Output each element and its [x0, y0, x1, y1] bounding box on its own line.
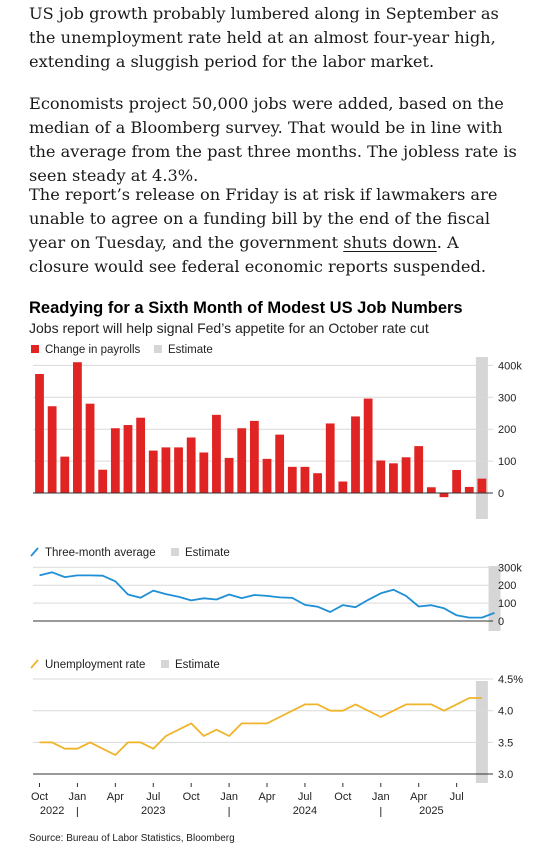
- payroll-bar: [376, 460, 386, 493]
- payroll-bar: [389, 463, 398, 493]
- article-paragraph-2: Economists project 50,000 jobs were adde…: [29, 94, 517, 185]
- x-tick-label: Jul: [146, 791, 160, 803]
- payroll-bar: [338, 481, 348, 493]
- payroll-bar: [123, 425, 133, 493]
- chart-title: Readying for a Sixth Month of Modest US …: [29, 299, 463, 317]
- payroll-bar: [47, 406, 57, 493]
- legend-swatch-estimate-1: [171, 548, 179, 556]
- y-tick-label: 300k: [498, 562, 522, 574]
- y-tick-label: 100: [498, 456, 516, 468]
- estimate-band: [475, 681, 488, 783]
- payroll-bar: [325, 423, 335, 493]
- y-tick-label: 300: [498, 392, 516, 404]
- payroll-bar: [287, 466, 297, 493]
- legend-label-line-1: Three-month average: [45, 547, 156, 559]
- payroll-bar: [73, 362, 82, 493]
- payroll-bar: [300, 466, 310, 493]
- article-paragraph-3: The report’s release on Friday is at ris…: [29, 183, 519, 279]
- x-tick-label: Oct: [31, 791, 48, 803]
- payroll-bar: [363, 398, 373, 493]
- source-note: Source: Bureau of Labor Statistics, Bloo…: [29, 833, 235, 844]
- year-label: 2023: [141, 805, 165, 817]
- payroll-bar: [237, 428, 247, 493]
- article-paragraph-3-start: The report’s release on Friday is at ris…: [29, 185, 498, 252]
- legend-label-estimate-1: Estimate: [185, 547, 230, 559]
- chart-subtitle: Jobs report will help signal Fed’s appet…: [29, 320, 429, 336]
- payroll-bar: [414, 446, 424, 493]
- payroll-bar: [110, 428, 120, 493]
- y-tick-label: 200: [498, 580, 516, 592]
- x-tick-label: Jul: [450, 791, 464, 803]
- x-tick-label: Jul: [298, 791, 312, 803]
- legend-swatch-estimate-2: [161, 660, 169, 668]
- y-tick-label: 4.0: [498, 706, 513, 718]
- x-tick-label: Oct: [183, 791, 200, 803]
- payroll-bar: [452, 470, 462, 493]
- payroll-bar: [85, 403, 95, 493]
- series-line-1: [39, 571, 495, 619]
- year-label: 2024: [293, 805, 317, 817]
- year-label: 2025: [419, 805, 443, 817]
- y-tick-label: 0: [498, 616, 504, 628]
- payroll-bar: [464, 486, 474, 493]
- y-tick-label: 3.5: [498, 737, 513, 749]
- x-tick-label: Apr: [258, 791, 275, 803]
- legend-swatch-estimate: [154, 345, 162, 353]
- payroll-bar: [351, 416, 360, 493]
- payroll-bar: [426, 487, 436, 493]
- payroll-bar: [212, 414, 221, 493]
- payroll-bar: [224, 457, 234, 493]
- payroll-bar: [249, 420, 259, 493]
- x-tick-label: Apr: [410, 791, 427, 803]
- payroll-bar: [136, 417, 146, 493]
- x-tick-label: Oct: [334, 791, 351, 803]
- payroll-bar: [174, 447, 183, 493]
- y-tick-label: 0: [498, 488, 504, 500]
- payroll-bar: [186, 437, 196, 493]
- legend-swatch-line-1: [30, 547, 39, 557]
- legend-swatch-payrolls: [31, 345, 39, 353]
- payroll-bar: [148, 450, 158, 493]
- year-label: 2022: [40, 805, 64, 817]
- payroll-bar: [275, 434, 285, 493]
- payroll-bar: [199, 452, 209, 493]
- legend-label-line-2: Unemployment rate: [45, 659, 145, 671]
- series-line-2: [39, 697, 482, 756]
- y-tick-label: 3.0: [498, 769, 513, 781]
- x-tick-label: Jan: [69, 791, 87, 803]
- estimate-band: [475, 357, 488, 519]
- y-tick-label: 200: [498, 424, 516, 436]
- x-tick-label: Jan: [372, 791, 390, 803]
- payroll-bar: [439, 493, 449, 498]
- x-tick-label: Apr: [107, 791, 124, 803]
- payroll-bar: [98, 469, 108, 493]
- shuts-down-link[interactable]: shuts down: [343, 233, 437, 252]
- payroll-bar: [60, 456, 70, 493]
- article-paragraph-1: US job growth probably lumbered along in…: [29, 4, 499, 71]
- payroll-bar: [401, 457, 411, 493]
- x-tick-label: Jan: [220, 791, 238, 803]
- payroll-bar: [161, 447, 171, 493]
- legend-label-estimate: Estimate: [168, 344, 213, 356]
- article-paragraph-3-end: . A closure would see federal economic r…: [29, 233, 487, 276]
- payroll-bar: [35, 374, 44, 493]
- legend-swatch-line-2: [30, 659, 39, 669]
- payroll-bar: [313, 473, 322, 493]
- legend-label-payrolls: Change in payrolls: [45, 344, 141, 356]
- legend-label-estimate-2: Estimate: [175, 659, 220, 671]
- y-tick-label: 400k: [498, 360, 522, 372]
- payroll-bar: [262, 458, 272, 493]
- y-tick-label: 100: [498, 598, 516, 610]
- payroll-bar: [477, 478, 487, 493]
- y-tick-label: 4.5%: [498, 674, 523, 686]
